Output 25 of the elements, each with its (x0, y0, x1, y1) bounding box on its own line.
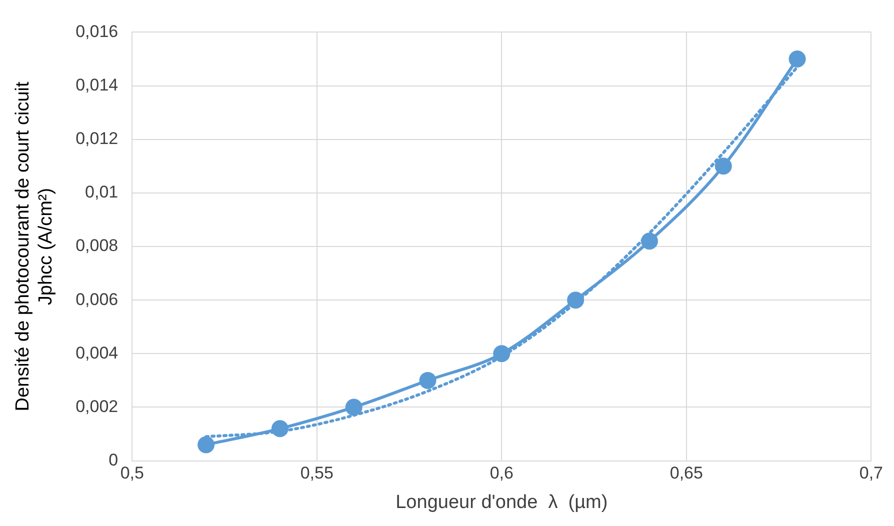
y-tick-label: 0 (108, 450, 118, 470)
point (640, 232, 658, 250)
point (567, 292, 584, 309)
y-tick-label: 0,01 (85, 182, 118, 202)
y-tick-label: 0,008 (76, 236, 118, 256)
x-tick-label: 0,6 (490, 464, 514, 483)
x-tick-label: 0,55 (300, 464, 334, 483)
y-tick-label: 0,002 (76, 396, 118, 416)
point (714, 158, 732, 175)
point (788, 50, 806, 68)
x-tick-label: 0,65 (670, 464, 703, 483)
x-tick-label: 0,5 (120, 464, 144, 483)
point (345, 398, 362, 416)
y-tick-label: 0,016 (76, 22, 118, 41)
y-tick-label: 0,006 (76, 290, 118, 309)
point (493, 345, 510, 362)
point (198, 436, 215, 454)
x-tick-label: 0,7 (859, 464, 884, 483)
y-tick-label: 0,004 (76, 343, 118, 362)
y-tick-label: 0,014 (76, 75, 118, 94)
y-tick-label: 0,012 (76, 129, 118, 148)
x-axis-title: Longueur d'onde λ (µm) (396, 492, 608, 513)
point (271, 420, 288, 438)
point (419, 372, 436, 389)
y-axis-title: Densité de photocourant de court cicuit Jphcc (A/cm²) (12, 81, 56, 412)
